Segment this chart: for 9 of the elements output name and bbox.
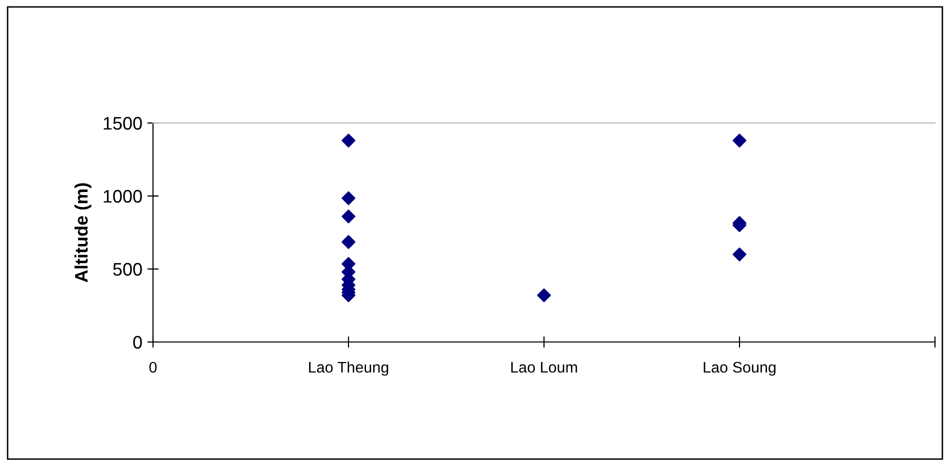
x-tick-label: 0 xyxy=(149,362,157,373)
y-tick-label: 0 xyxy=(133,336,142,349)
x-tick-label: Lao Theung xyxy=(309,361,388,376)
y-tick-label: 1000 xyxy=(104,190,142,203)
y-tick-label: 1500 xyxy=(104,116,142,130)
y-tick-label: 500 xyxy=(113,262,142,276)
x-tick-label: Lao Loum xyxy=(511,362,577,373)
x-tick-label: Lao Soung xyxy=(704,362,776,376)
y-axis-title: Altitude (m) xyxy=(74,183,92,282)
